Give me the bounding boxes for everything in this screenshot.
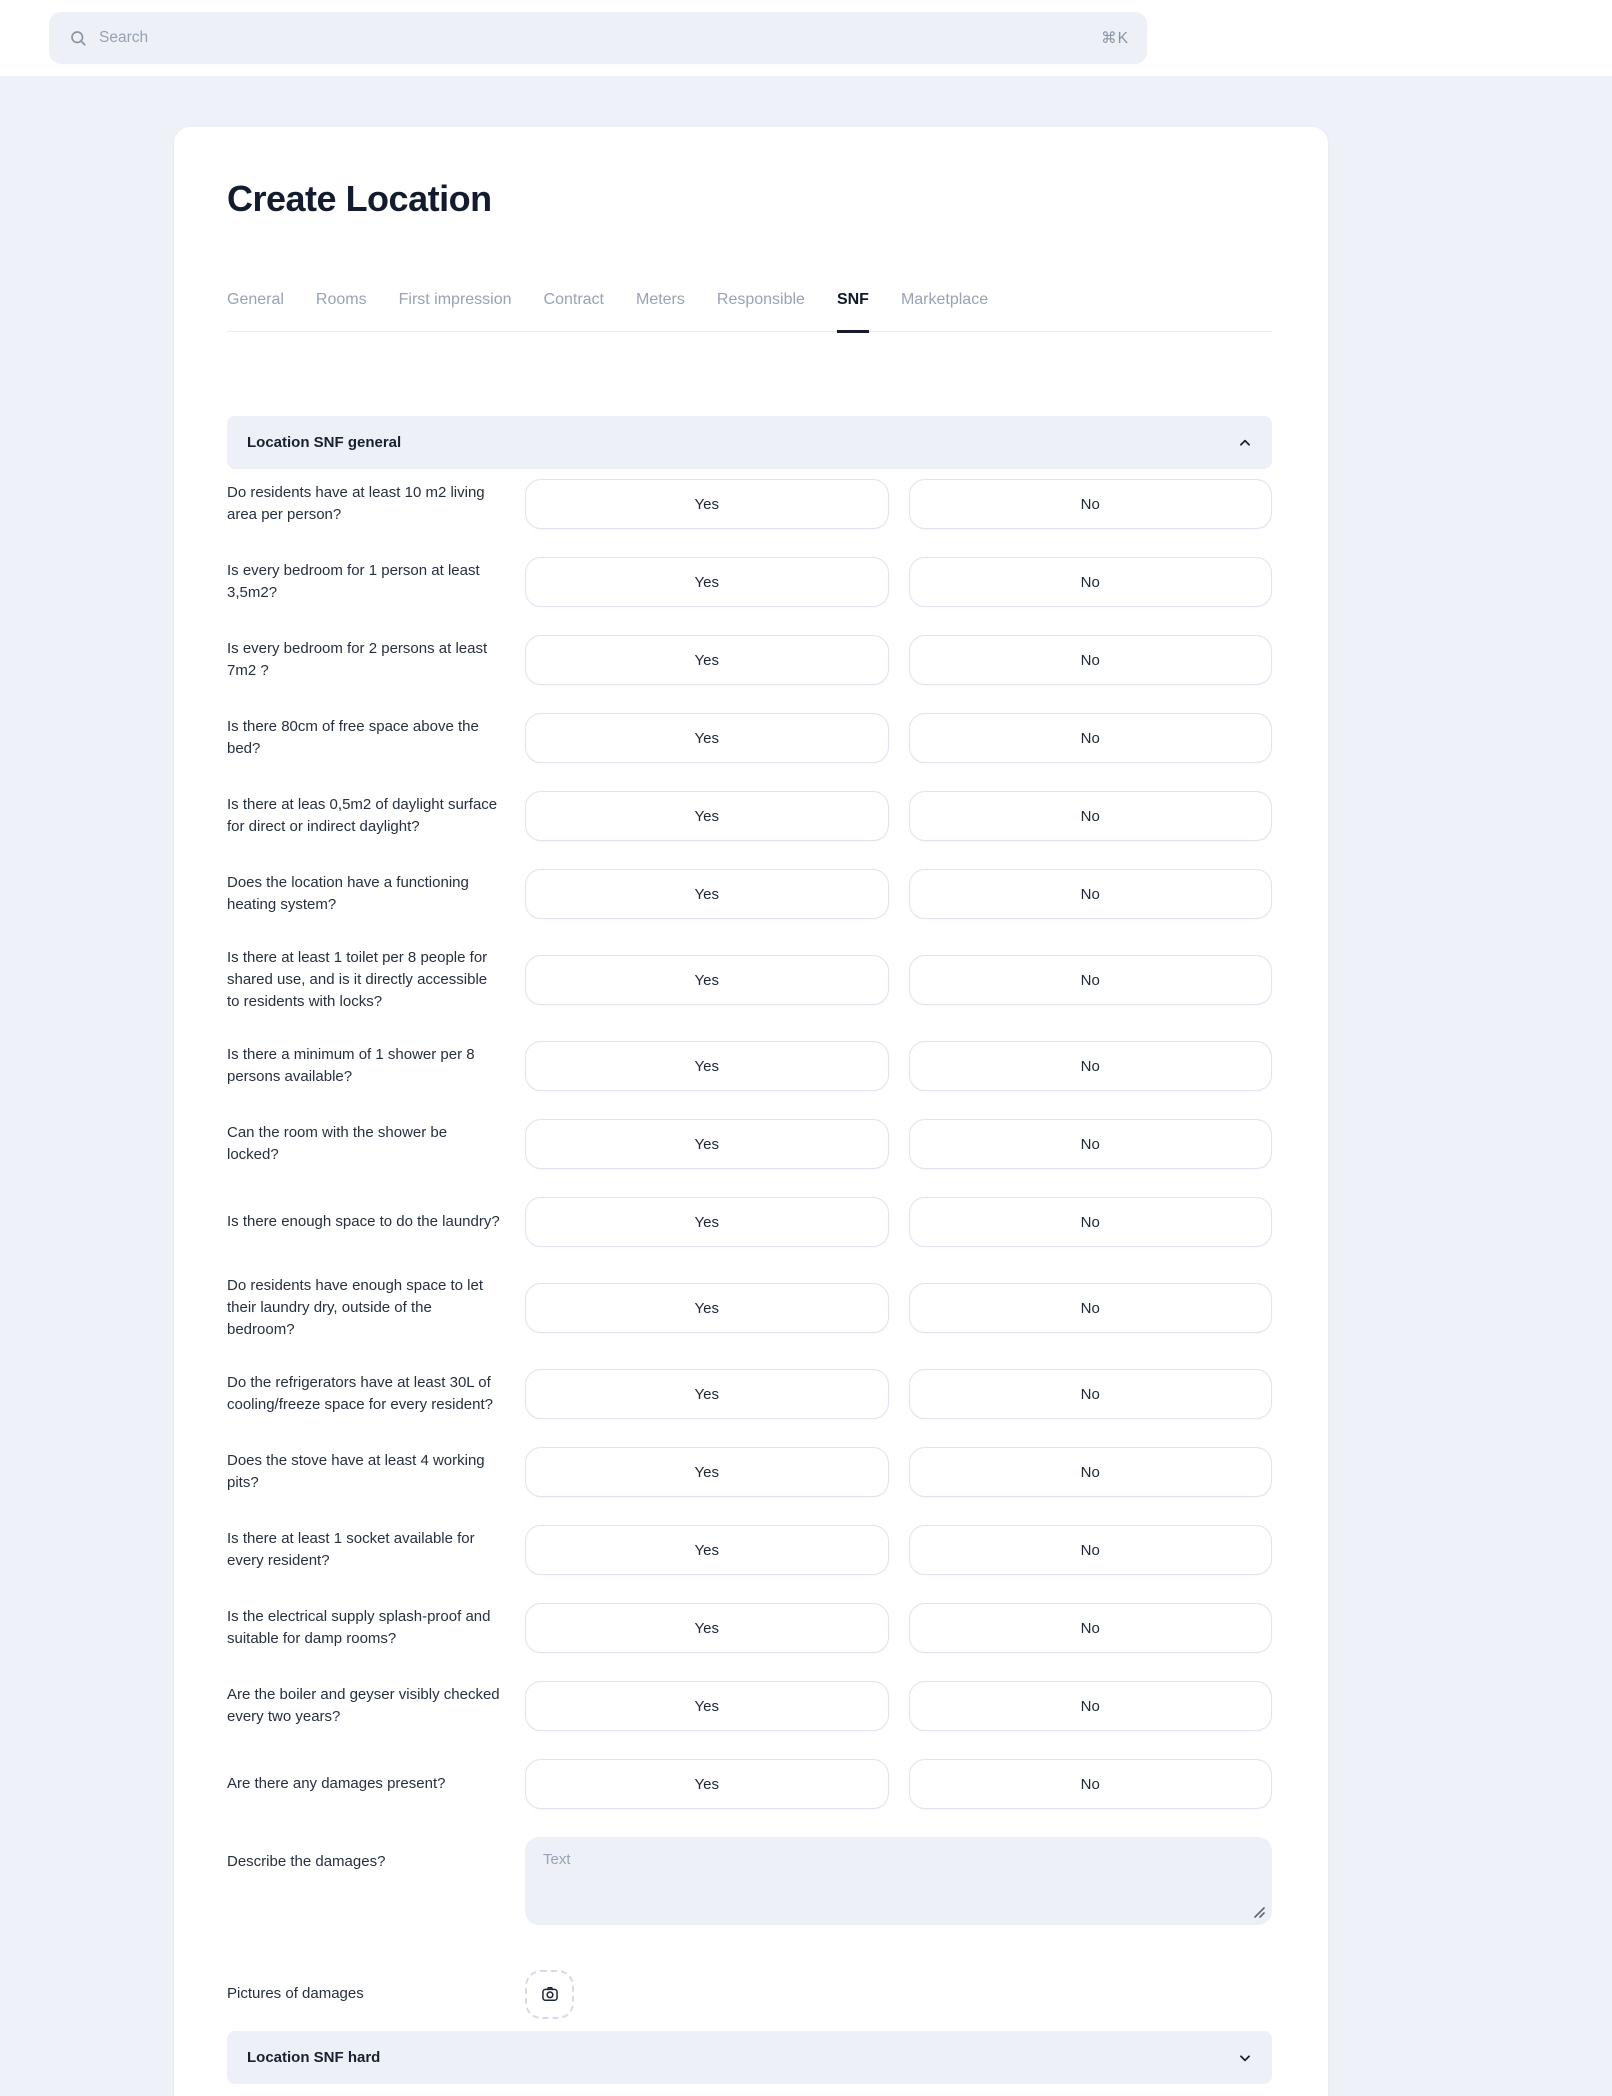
question-list: Do residents have at least 10 m2 living … — [227, 479, 1272, 1809]
create-location-card: Create Location General Rooms First impres… — [174, 127, 1328, 2096]
tab-marketplace[interactable]: Marketplace — [900, 291, 989, 308]
question-row: Do residents have at least 10 m2 living … — [227, 479, 1272, 529]
question-label: Is there enough space to do the laundry? — [227, 1213, 500, 1230]
camera-icon — [541, 1987, 558, 2001]
chevron-down-icon — [1240, 2054, 1250, 2061]
question-row: Is there 80cm of free space above the be… — [227, 713, 1272, 763]
section-title: Location SNF hard — [247, 2049, 381, 2066]
no-button-q2[interactable]: No — [908, 557, 1272, 607]
no-button-q15[interactable]: No — [908, 1603, 1272, 1653]
question-row: Do residents have enough space to let th… — [227, 1275, 1272, 1341]
damage-description-label: Describe the damages? — [227, 1853, 386, 1870]
yes-button-q7[interactable]: Yes — [525, 955, 889, 1005]
question-row: Is every bedroom for 1 person at least 3… — [227, 557, 1272, 607]
question-row: Is there at least 1 socket available for… — [227, 1525, 1272, 1575]
yes-button-q1[interactable]: Yes — [525, 479, 889, 529]
question-label: Can the room with the shower be locked? — [227, 1124, 448, 1163]
tab-contract[interactable]: Contract — [543, 291, 604, 308]
yes-button-q5[interactable]: Yes — [525, 791, 889, 841]
tab-general[interactable]: General — [227, 291, 284, 308]
add-picture-button[interactable] — [525, 1969, 574, 2019]
no-button-q6[interactable]: No — [908, 869, 1272, 919]
yes-button-q12[interactable]: Yes — [525, 1369, 889, 1419]
yes-button-q10[interactable]: Yes — [525, 1197, 889, 1247]
top-bar: ⌘K — [0, 0, 1612, 76]
yes-button-q6[interactable]: Yes — [525, 869, 889, 919]
no-button-q9[interactable]: No — [908, 1119, 1272, 1169]
no-button-q10[interactable]: No — [908, 1197, 1272, 1247]
question-row: Are the boiler and geyser visibly checke… — [227, 1681, 1272, 1731]
no-button-q4[interactable]: No — [908, 713, 1272, 763]
section-header-snf-hard[interactable]: Location SNF hard — [227, 2031, 1272, 2084]
question-row: Is the electrical supply splash-proof an… — [227, 1603, 1272, 1653]
question-label: Are the boiler and geyser visibly checke… — [227, 1686, 500, 1725]
question-label: Are there any damages present? — [227, 1775, 446, 1792]
yes-button-q17[interactable]: Yes — [525, 1759, 889, 1809]
question-label: Is there at least 1 socket available for… — [227, 1530, 475, 1569]
no-button-q5[interactable]: No — [908, 791, 1272, 841]
question-label: Do residents have enough space to let th… — [227, 1277, 484, 1338]
no-button-q8[interactable]: No — [908, 1041, 1272, 1091]
question-label: Does the location have a functioning hea… — [227, 874, 469, 913]
yes-button-q3[interactable]: Yes — [525, 635, 889, 685]
section-title: Location SNF general — [247, 434, 402, 451]
question-label: Is every bedroom for 1 person at least 3… — [227, 562, 480, 601]
tab-first-impression[interactable]: First impression — [398, 291, 512, 308]
question-row: Is there a minimum of 1 shower per 8 per… — [227, 1041, 1272, 1091]
no-button-q11[interactable]: No — [908, 1283, 1272, 1333]
yes-button-q2[interactable]: Yes — [525, 557, 889, 607]
question-row: Does the location have a functioning hea… — [227, 869, 1272, 919]
resize-handle-icon[interactable] — [1252, 1905, 1265, 1918]
no-button-q7[interactable]: No — [908, 955, 1272, 1005]
no-button-q1[interactable]: No — [908, 479, 1272, 529]
no-button-q17[interactable]: No — [908, 1759, 1272, 1809]
search-input[interactable] — [99, 29, 1102, 47]
question-row: Is there at least 1 toilet per 8 people … — [227, 947, 1272, 1013]
question-row: Can the room with the shower be locked? Y… — [227, 1119, 1272, 1169]
no-button-q12[interactable]: No — [908, 1369, 1272, 1419]
yes-button-q16[interactable]: Yes — [525, 1681, 889, 1731]
chevron-up-icon — [1240, 439, 1250, 446]
no-button-q13[interactable]: No — [908, 1447, 1272, 1497]
search-icon — [71, 31, 86, 46]
damage-pictures-label: Pictures of damages — [227, 1985, 364, 2002]
yes-button-q15[interactable]: Yes — [525, 1603, 889, 1653]
question-row: Do the refrigerators have at least 30L o… — [227, 1369, 1272, 1419]
yes-button-q4[interactable]: Yes — [525, 713, 889, 763]
question-label: Does the stove have at least 4 working p… — [227, 1452, 485, 1491]
question-row: Is every bedroom for 2 persons at least … — [227, 635, 1272, 685]
yes-button-q9[interactable]: Yes — [525, 1119, 889, 1169]
yes-button-q11[interactable]: Yes — [525, 1283, 889, 1333]
damage-description-row: Describe the damages? — [227, 1837, 1272, 1925]
search-box[interactable]: ⌘K — [49, 12, 1147, 64]
tab-rooms[interactable]: Rooms — [315, 291, 367, 308]
tab-responsible[interactable]: Responsible — [716, 291, 805, 308]
question-label: Is there at leas 0,5m2 of daylight surfa… — [227, 796, 498, 835]
damage-pictures-row: Pictures of damages — [227, 1969, 1272, 2019]
question-row: Is there enough space to do the laundry?… — [227, 1197, 1272, 1247]
no-button-q3[interactable]: No — [908, 635, 1272, 685]
yes-button-q13[interactable]: Yes — [525, 1447, 889, 1497]
no-button-q16[interactable]: No — [908, 1681, 1272, 1731]
search-shortcut-hint: ⌘K — [1101, 29, 1129, 47]
question-label: Is every bedroom for 2 persons at least … — [227, 640, 488, 679]
question-label: Do residents have at least 10 m2 living … — [227, 484, 485, 523]
damage-description-input[interactable] — [525, 1837, 1272, 1925]
question-label: Is there at least 1 toilet per 8 people … — [227, 949, 488, 1010]
question-label: Is there 80cm of free space above the be… — [227, 718, 479, 757]
yes-button-q14[interactable]: Yes — [525, 1525, 889, 1575]
question-label: Do the refrigerators have at least 30L o… — [227, 1374, 493, 1413]
question-label: Is there a minimum of 1 shower per 8 per… — [227, 1046, 475, 1085]
yes-button-q8[interactable]: Yes — [525, 1041, 889, 1091]
section-header-snf-general[interactable]: Location SNF general — [227, 416, 1272, 469]
page-title: Create Location — [227, 178, 492, 219]
question-row: Does the stove have at least 4 working p… — [227, 1447, 1272, 1497]
question-label: Is the electrical supply splash-proof an… — [227, 1608, 491, 1647]
no-button-q14[interactable]: No — [908, 1525, 1272, 1575]
question-row: Are there any damages present? Yes No — [227, 1759, 1272, 1809]
tab-meters[interactable]: Meters — [635, 291, 685, 308]
question-row: Is there at leas 0,5m2 of daylight surfa… — [227, 791, 1272, 841]
tab-snf[interactable]: SNF — [836, 291, 869, 333]
tab-bar: General Rooms First impression Contract Mete… — [227, 291, 1272, 333]
